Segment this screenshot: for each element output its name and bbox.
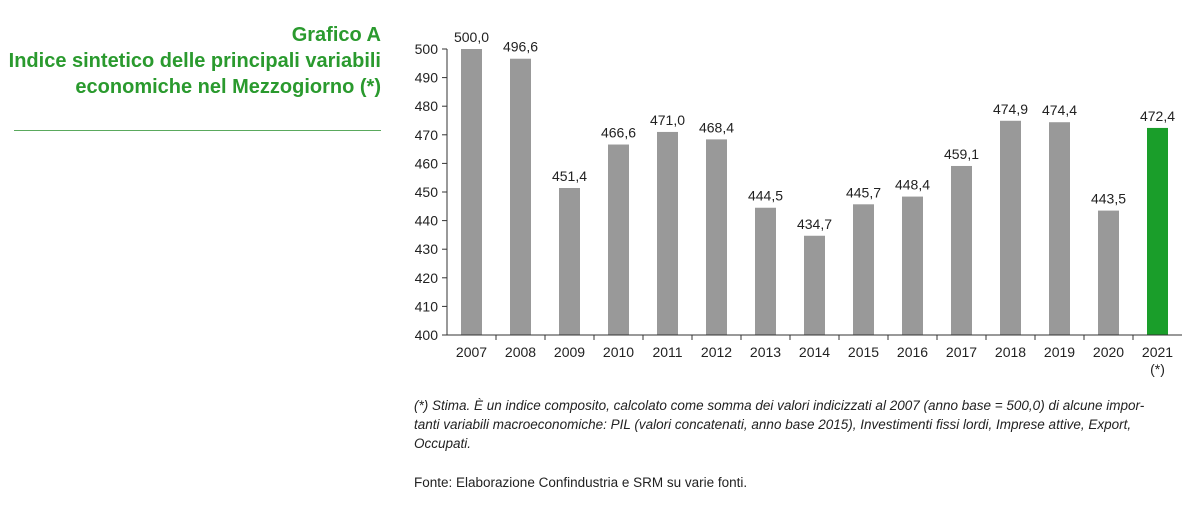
bar-chart: 400 410 420 430 440 450 460 470 480 490 500 500,0 4…	[415, 29, 1182, 377]
chart-footnote: (*) Stima. È un indice composito, calcol…	[414, 396, 1174, 453]
y-tick-label: 460	[415, 155, 439, 171]
bar-2010	[608, 144, 629, 335]
data-label-2017: 459,1	[944, 146, 979, 162]
data-label-2021: 472,4	[1140, 108, 1175, 124]
footnote-line-1: (*) Stima. È un indice composito, calcol…	[414, 398, 1145, 413]
data-label-2015: 445,7	[846, 184, 881, 200]
bar-2009	[559, 187, 580, 335]
x-tick-label-2019: 2019	[1044, 344, 1075, 360]
data-label-2012: 468,4	[699, 119, 734, 135]
y-tick-label: 400	[415, 327, 439, 343]
x-tick-label-2007: 2007	[456, 344, 487, 360]
bar-2018	[1000, 120, 1021, 335]
x-tick-label-2010: 2010	[603, 344, 634, 360]
footnote-line-2: tanti variabili macroeconomiche: PIL (va…	[414, 417, 1132, 432]
bar-2015	[853, 204, 874, 335]
x-tick-label-2013: 2013	[750, 344, 781, 360]
bar-2008	[510, 58, 531, 335]
data-label-2013: 444,5	[748, 188, 783, 204]
title-divider	[14, 130, 381, 131]
bar-series: 500,0 496,6 451,4 466,6 471,0 468,4 444,5 434,7…	[454, 29, 1175, 335]
bar-2012	[706, 139, 727, 335]
y-axis: 400 410 420 430 440 450 460 470 480 490 500	[415, 41, 448, 343]
data-label-2014: 434,7	[797, 216, 832, 232]
bar-2021	[1147, 127, 1168, 335]
y-tick-label: 450	[415, 184, 439, 200]
data-label-2009: 451,4	[552, 168, 587, 184]
chart-subtitle-line-1: Indice sintetico delle principali variab…	[8, 50, 381, 72]
footnote-line-3: Occupati.	[414, 436, 472, 451]
chart-title: Grafico A	[291, 24, 381, 46]
x-tick-label-2017: 2017	[946, 344, 977, 360]
data-label-2010: 466,6	[601, 125, 636, 141]
data-label-2008: 496,6	[503, 39, 538, 55]
x-axis: 2007 2008 2009 2010 2011 2012 2013 2014 2015 2016…	[447, 334, 1182, 377]
x-tick-label-2011: 2011	[652, 344, 682, 360]
x-tick-label-2018: 2018	[995, 344, 1026, 360]
bar-2017	[951, 165, 972, 335]
y-tick-label: 500	[415, 41, 439, 57]
y-tick-label: 410	[415, 298, 439, 314]
data-label-2018: 474,9	[993, 101, 1028, 117]
x-tick-label-2009: 2009	[554, 344, 585, 360]
y-tick-label: 490	[415, 70, 439, 86]
x-tick-label-2021: 2021	[1142, 344, 1173, 360]
y-tick-label: 480	[415, 98, 439, 114]
bar-2014	[804, 235, 825, 335]
x-tick-label-2016: 2016	[897, 344, 928, 360]
y-tick-label: 420	[415, 270, 439, 286]
x-tick-label-2020: 2020	[1093, 344, 1124, 360]
chart-source: Fonte: Elaborazione Confindustria e SRM …	[414, 475, 748, 490]
x-tick-label-2014: 2014	[799, 344, 830, 360]
y-tick-label: 430	[415, 241, 439, 257]
bar-2016	[902, 196, 923, 335]
bar-2019	[1049, 122, 1070, 335]
data-label-2011: 471,0	[650, 112, 685, 128]
x-tick-label-2012: 2012	[701, 344, 732, 360]
bar-2011	[657, 131, 678, 335]
data-label-2019: 474,4	[1042, 102, 1077, 118]
y-tick-label: 470	[415, 127, 439, 143]
data-label-2020: 443,5	[1091, 191, 1126, 207]
bar-2007	[461, 49, 482, 335]
x-tick-label-2008: 2008	[505, 344, 536, 360]
data-label-2016: 448,4	[895, 177, 930, 193]
chart-title-block: Grafico A Indice sintetico delle princip…	[0, 22, 381, 100]
data-label-2007: 500,0	[454, 29, 489, 45]
x-tick-sublabel-2021: (*)	[1150, 361, 1165, 377]
x-tick-label-2015: 2015	[848, 344, 879, 360]
bar-2020	[1098, 210, 1119, 335]
chart-subtitle-line-2: economiche nel Mezzogiorno (*)	[75, 76, 381, 98]
bar-2013	[755, 207, 776, 335]
y-tick-label: 440	[415, 213, 439, 229]
